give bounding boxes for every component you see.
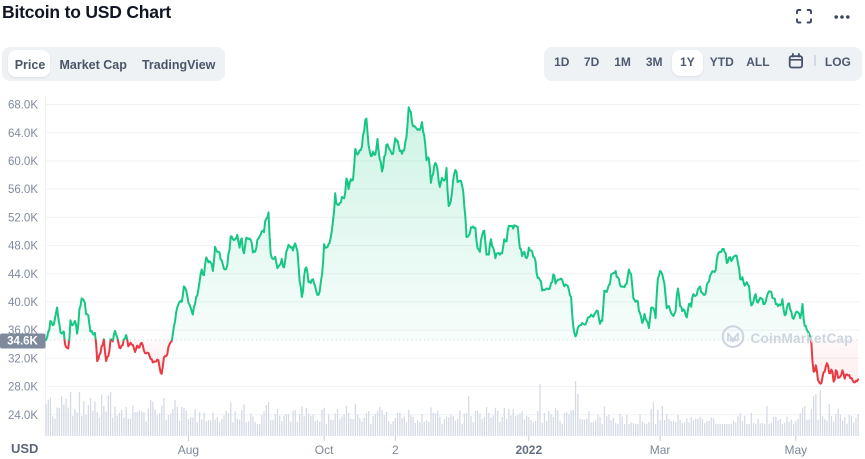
- svg-text:24.0K: 24.0K: [8, 410, 38, 422]
- svg-text:40.0K: 40.0K: [8, 297, 38, 309]
- svg-text:May: May: [784, 443, 807, 457]
- svg-text:64.0K: 64.0K: [8, 128, 38, 140]
- svg-text:32.0K: 32.0K: [8, 353, 38, 365]
- svg-text:CoinMarketCap: CoinMarketCap: [751, 331, 853, 346]
- svg-text:56.0K: 56.0K: [8, 184, 38, 196]
- svg-text:Aug: Aug: [178, 443, 199, 457]
- svg-text:34.6K: 34.6K: [7, 336, 38, 348]
- svg-text:Oct: Oct: [315, 443, 334, 457]
- svg-text:2022: 2022: [515, 443, 542, 457]
- svg-text:28.0K: 28.0K: [8, 382, 38, 394]
- svg-text:2: 2: [392, 443, 399, 457]
- svg-text:Mar: Mar: [650, 443, 671, 457]
- svg-text:52.0K: 52.0K: [8, 212, 38, 224]
- svg-text:44.0K: 44.0K: [8, 269, 38, 281]
- svg-text:68.0K: 68.0K: [8, 100, 38, 112]
- svg-text:48.0K: 48.0K: [8, 241, 38, 253]
- svg-text:60.0K: 60.0K: [8, 156, 38, 168]
